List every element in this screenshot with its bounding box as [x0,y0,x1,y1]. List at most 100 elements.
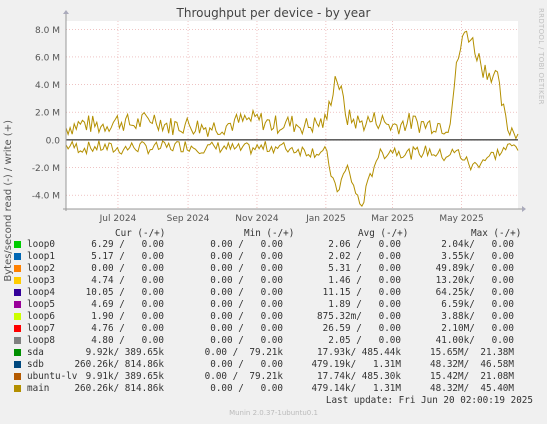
legend-swatch [14,385,21,392]
legend-min: 0.00 / 0.00 [210,287,283,298]
x-tick-label: May 2025 [439,214,483,224]
legend-header-min: Min (-/+) [244,228,295,239]
legend-name: loop8 [27,335,55,346]
legend-row-loop8: loop8 4.80 / 0.00 0.00 / 0.00 2.05 / 0.00 41… [14,335,533,346]
y-tick-label: 6.0 M [35,53,60,63]
legend-swatch [14,313,21,320]
legend-row-loop6: loop6 1.90 / 0.00 0.00 / 0.00 875.32m/ 0.00… [14,311,533,322]
legend-cur: 9.91k/ 389.65k [85,371,164,382]
legend-min: 0.00 / 0.00 [210,263,283,274]
y-tick-label: 0.0 [46,136,61,146]
y-tick-labels: -4.0 M -2.0 M 0.0 2.0 M 4.0 M 6.0 M 8.0 M [32,26,60,202]
legend-name: loop3 [27,275,55,286]
x-tick-labels: Jul 2024 Sep 2024 Nov 2024 Jan 2025 Mar 2025… [99,214,484,224]
legend-cur: 4.69 / 0.00 [91,299,164,310]
legend-swatch [14,241,21,248]
legend-avg: 2.06 / 0.00 [328,239,401,250]
legend-name: main [27,383,50,394]
legend-avg: 5.31 / 0.00 [328,263,401,274]
legend-avg: 479.19k/ 1.31M [311,359,401,370]
legend-swatch [14,277,21,284]
legend-name: loop4 [27,287,55,298]
legend-min: 0.00 / 0.00 [210,275,283,286]
legend-max: 48.32M/ 46.58M [430,359,514,370]
legend-avg: 2.02 / 0.00 [328,251,401,262]
series-main-write [65,30,519,140]
legend-name: loop7 [27,323,55,334]
legend-min: 0.00 / 79.21k [204,371,283,382]
legend-cur: 9.92k/ 389.65k [85,347,164,358]
chart-title: Throughput per device - by year [176,6,371,20]
x-tick-label: Mar 2025 [371,214,414,224]
legend-avg: 17.93k/ 485.44k [317,347,401,358]
legend-min: 0.00 / 0.00 [210,359,283,370]
legend-avg: 1.89 / 0.00 [328,299,401,310]
x-axis-arrow [522,206,526,212]
legend-avg: 875.32m/ 0.00 [317,311,401,322]
legend-avg: 26.59 / 0.00 [322,323,401,334]
legend-max: 64.25k/ 0.00 [435,287,514,298]
legend-swatch [14,253,21,260]
legend-min: 0.00 / 0.00 [210,299,283,310]
legend-row-loop2: loop2 0.00 / 0.00 0.00 / 0.00 5.31 / 0.00 49… [14,263,533,274]
x-tick-label: Nov 2024 [235,214,279,224]
legend-max: 15.42M/ 21.08M [430,371,514,382]
legend-min: 0.00 / 0.00 [210,383,283,394]
legend-header-cur: Cur (-/+) [115,228,166,239]
legend-avg: 2.05 / 0.00 [328,335,401,346]
legend-name: loop0 [27,239,55,250]
legend-name: sdb [27,359,44,370]
legend-cur: 4.74 / 0.00 [91,275,164,286]
y-axis-arrow [63,10,69,14]
legend-avg: 479.14k/ 1.31M [311,383,401,394]
legend-min: 0.00 / 0.00 [210,311,283,322]
legend-max: 15.65M/ 21.38M [430,347,514,358]
legend-row-main: main 260.26k/ 814.86k 0.00 / 0.00 479.14k/ … [14,383,533,394]
legend-max: 3.55k/ 0.00 [441,251,514,262]
legend-name: loop6 [27,311,55,322]
legend-swatch [14,373,21,380]
y-tick-label: 4.0 M [35,81,60,91]
legend-name: loop2 [27,263,55,274]
legend-cur: 260.26k/ 814.86k [74,359,164,370]
legend-cur: 6.29 / 0.00 [91,239,164,250]
rrdtool-credit: RRDTOOL / TOBI OETIKER [537,8,545,105]
legend-min: 0.00 / 0.00 [210,251,283,262]
legend-min: 0.00 / 0.00 [210,323,283,334]
x-tick-label: Jul 2024 [99,214,137,224]
legend-max: 6.59k/ 0.00 [441,299,514,310]
legend-min: 0.00 / 0.00 [210,335,283,346]
legend-swatch [14,289,21,296]
legend-swatch [14,265,21,272]
legend-row-loop7: loop7 4.76 / 0.00 0.00 / 0.00 26.59 / 0.00 2… [14,323,533,334]
legend-max: 49.89k/ 0.00 [435,263,514,274]
last-update: Last update: Fri Jun 20 02:00:19 2025 [325,395,533,406]
legend-row-loop3: loop3 4.74 / 0.00 0.00 / 0.00 1.46 / 0.00 13… [14,275,533,286]
munin-footer: Munin 2.0.37-1ubuntu0.1 [229,409,318,417]
x-tick-label: Jan 2025 [305,214,346,224]
legend-name: loop5 [27,299,55,310]
legend-cur: 260.26k/ 814.86k [74,383,164,394]
legend-max: 13.20k/ 0.00 [435,275,514,286]
legend-max: 41.00k/ 0.00 [435,335,514,346]
legend-swatch [14,337,21,344]
legend-swatch [14,301,21,308]
legend-min: 0.00 / 79.21k [204,347,283,358]
legend-swatch [14,361,21,368]
legend-swatch [14,349,21,356]
legend-swatch [14,325,21,332]
legend-name: ubuntu-lv [27,371,78,382]
legend-min: 0.00 / 0.00 [210,239,283,250]
series-main-read [65,140,519,207]
y-tick-label: -4.0 M [32,192,60,202]
series-layer [65,30,519,207]
legend-max: 2.04k/ 0.00 [441,239,514,250]
legend-cur: 5.17 / 0.00 [91,251,164,262]
legend-row-loop0: loop0 6.29 / 0.00 0.00 / 0.00 2.06 / 0.00 2.… [14,239,533,250]
legend-name: sda [27,347,44,358]
y-tick-label: -2.0 M [32,164,60,174]
plot-area [66,21,518,209]
legend-name: loop1 [27,251,55,262]
legend-cur: 1.90 / 0.00 [91,311,164,322]
